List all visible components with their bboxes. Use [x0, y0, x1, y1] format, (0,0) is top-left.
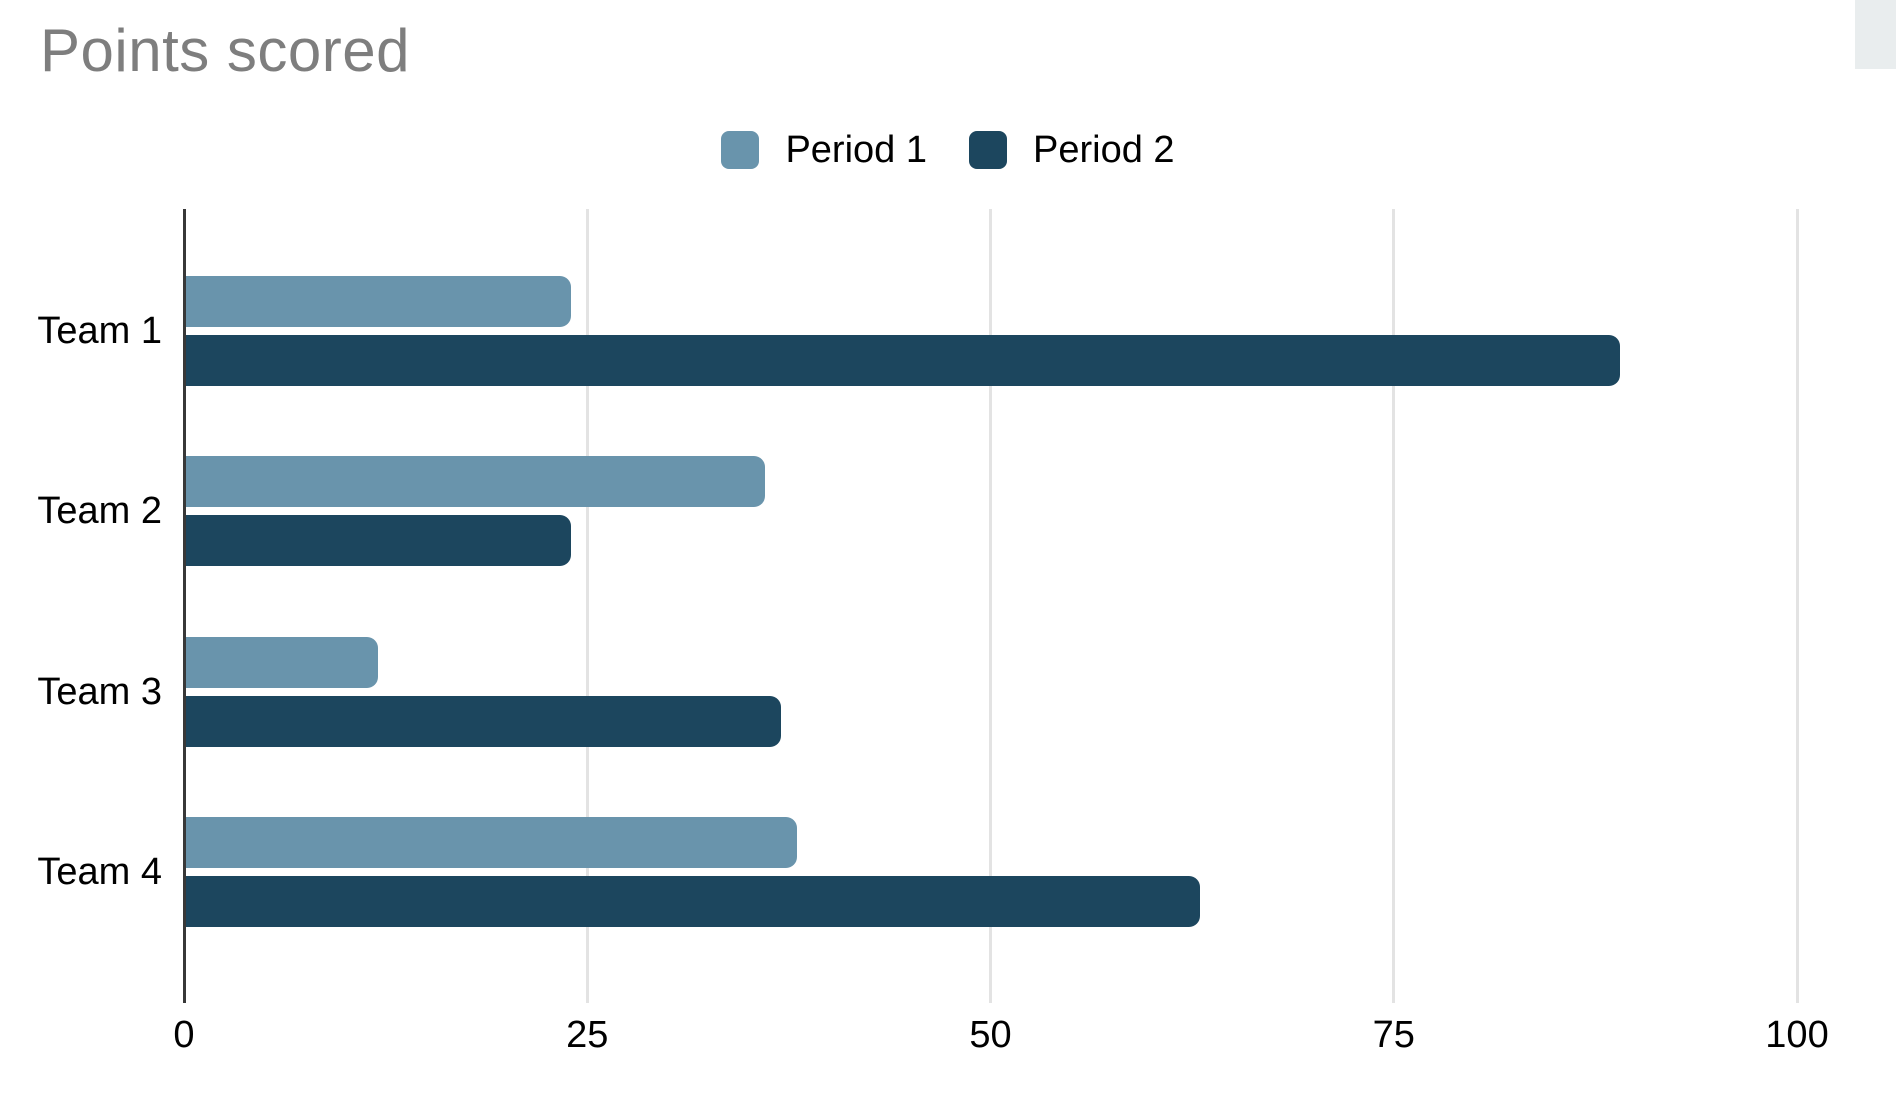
gridline-100 [1795, 209, 1799, 995]
bar-team-4-period-2[interactable] [184, 876, 1201, 927]
gridline-50 [989, 209, 992, 995]
axis-tick-50 [989, 995, 992, 1003]
bar-team-3-period-2[interactable] [184, 696, 781, 747]
legend-swatch-period-2 [969, 131, 1007, 169]
legend-item-period-2[interactable]: Period 2 [969, 130, 1175, 170]
bar-team-1-period-2[interactable] [184, 335, 1620, 386]
legend-label-period-1: Period 1 [785, 129, 927, 171]
x-tick-label-75: 75 [1372, 1014, 1415, 1056]
bar-team-4-period-1[interactable] [184, 817, 797, 868]
legend: Period 1 Period 2 [0, 126, 1896, 174]
chart-plot-area[interactable] [183, 209, 1799, 1003]
y-axis-line [183, 209, 186, 1003]
category-label-team-1: Team 1 [37, 310, 162, 352]
chart-title[interactable]: Points scored [40, 17, 411, 84]
axis-tick-100 [1795, 995, 1799, 1003]
x-tick-label-50: 50 [969, 1014, 1012, 1056]
gridline-25 [585, 209, 589, 995]
axis-tick-25 [585, 995, 589, 1003]
legend-item-period-1[interactable]: Period 1 [721, 130, 927, 170]
bar-team-2-period-1[interactable] [184, 456, 765, 507]
category-label-team-3: Team 3 [37, 671, 162, 713]
legend-swatch-period-1 [721, 131, 760, 169]
bar-team-3-period-1[interactable] [184, 637, 378, 688]
category-label-team-4: Team 4 [37, 851, 162, 893]
gridline-75 [1392, 209, 1396, 995]
x-tick-label-0: 0 [173, 1014, 195, 1056]
category-label-team-2: Team 2 [37, 490, 162, 532]
x-tick-label-25: 25 [566, 1014, 609, 1056]
x-tick-label-100: 100 [1765, 1014, 1829, 1056]
axis-tick-75 [1392, 995, 1396, 1003]
bar-team-1-period-1[interactable] [184, 276, 572, 327]
corner-panel [1855, 0, 1896, 69]
legend-label-period-2: Period 2 [1033, 129, 1175, 171]
bar-team-2-period-2[interactable] [184, 515, 572, 566]
